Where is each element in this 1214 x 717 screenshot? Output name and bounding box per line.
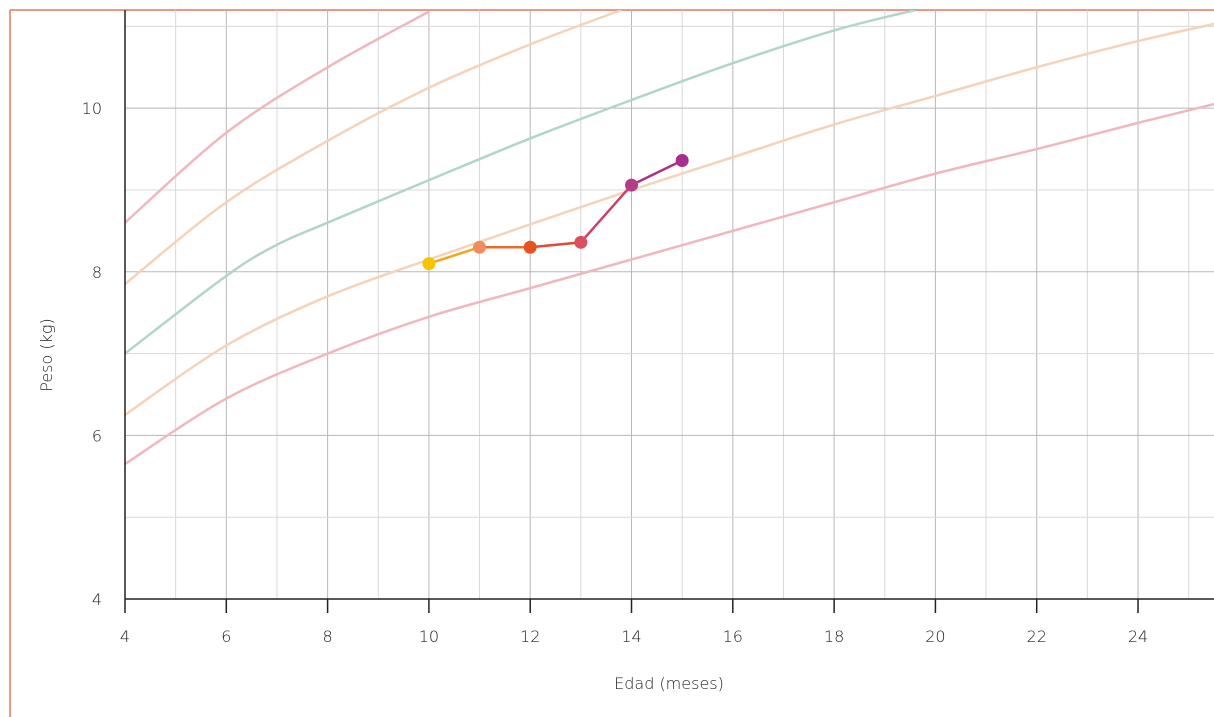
- data-point: [675, 154, 689, 168]
- x-tick-label: 20: [925, 627, 945, 646]
- x-tick-label: 16: [723, 627, 743, 646]
- reference-curve-3: [125, 10, 916, 355]
- data-line-segment: [579, 183, 633, 244]
- y-tick-label: 10: [82, 99, 102, 118]
- x-tick-label: 10: [419, 627, 439, 646]
- data-point: [473, 240, 487, 254]
- data-point: [523, 240, 537, 254]
- x-tick-label: 12: [520, 627, 540, 646]
- data-line-segment: [528, 241, 583, 249]
- reference-curve-4: [125, 10, 622, 286]
- x-axis-title: Edad (meses): [614, 674, 724, 693]
- data-point: [574, 235, 588, 249]
- x-tick-label: 8: [323, 627, 333, 646]
- data-line-segment: [427, 245, 481, 265]
- y-tick-label: 8: [92, 263, 102, 282]
- y-axis-title: Peso (kg): [37, 318, 56, 391]
- x-tick-label: 24: [1128, 627, 1148, 646]
- y-tick-label: 6: [92, 426, 102, 445]
- x-tick-label: 18: [824, 627, 844, 646]
- x-tick-label: 14: [621, 627, 641, 646]
- reference-curve-5: [125, 10, 430, 224]
- reference-curve-2: [125, 22, 1214, 416]
- data-point: [422, 257, 436, 271]
- data-line-segment: [630, 159, 684, 187]
- x-tick-label: 22: [1027, 627, 1047, 646]
- reference-curve-1: [125, 102, 1214, 466]
- x-tick-label: 4: [120, 627, 130, 646]
- data-point: [625, 178, 639, 192]
- y-tick-label: 4: [92, 590, 102, 609]
- x-tick-label: 6: [221, 627, 231, 646]
